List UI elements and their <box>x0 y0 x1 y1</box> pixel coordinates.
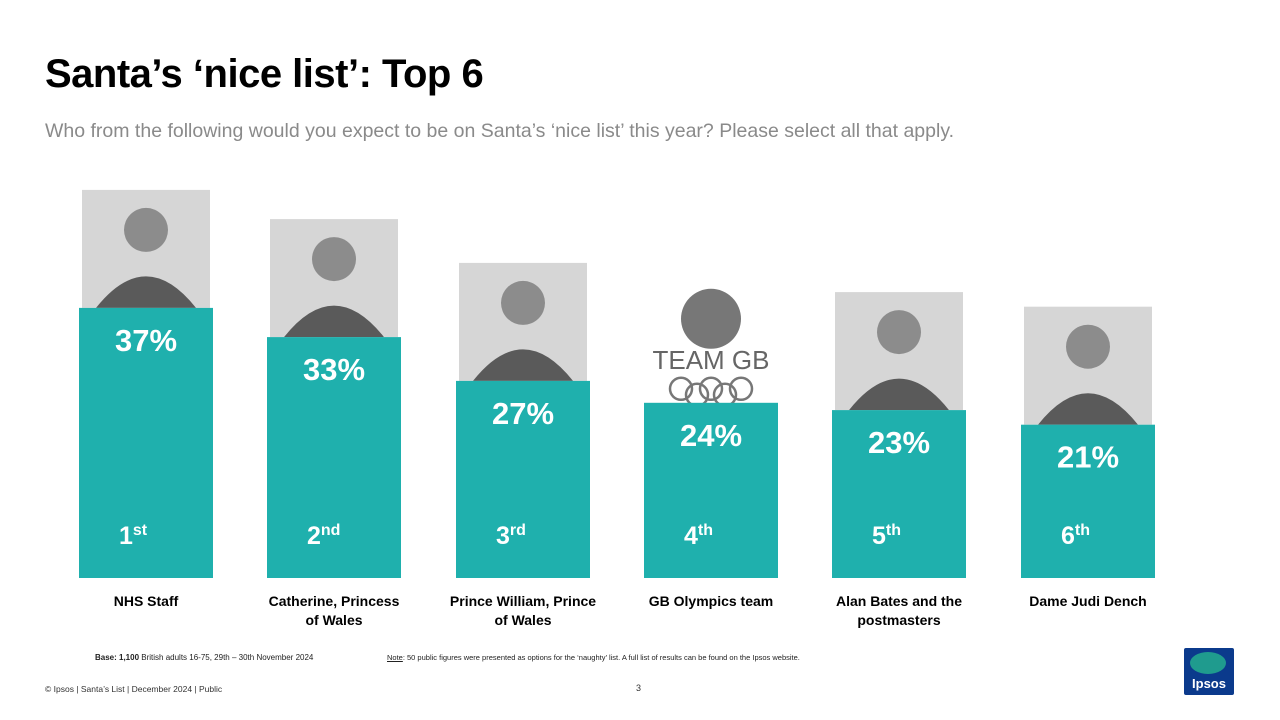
category-label: GB Olympics team <box>649 593 774 609</box>
category-label: NHS Staff <box>114 593 179 609</box>
rank-suffix: th <box>886 522 901 539</box>
bar <box>644 402 778 578</box>
person-head-icon <box>312 237 356 282</box>
footer-copyright: © Ipsos | Santa’s List | December 2024 |… <box>45 684 223 694</box>
rank-number: 2 <box>307 522 321 550</box>
footer-note: Note: 50 public figures were presented a… <box>387 653 800 662</box>
bar <box>79 307 213 578</box>
rank-suffix: th <box>1075 522 1090 539</box>
rank-label: 4th <box>684 522 713 550</box>
bar <box>456 380 590 578</box>
person-head-icon <box>1066 324 1110 369</box>
logo-swoosh-icon <box>1190 652 1226 674</box>
rank-number: 1 <box>119 522 133 550</box>
rank-label: 1st <box>119 522 148 550</box>
data-label: 37% <box>115 323 177 358</box>
person-body-icon <box>849 378 949 411</box>
bar <box>832 410 966 578</box>
olympic-ring-icon <box>728 376 754 402</box>
person-body-icon <box>1038 393 1138 425</box>
category-label: Dame Judi Dench <box>1029 593 1146 609</box>
rank-label: 2nd <box>307 522 340 550</box>
rank-label: 6th <box>1061 522 1090 550</box>
category-label: of Wales <box>494 612 551 628</box>
olympic-ring-icon <box>668 376 694 402</box>
data-label: 33% <box>303 352 365 387</box>
page-subtitle: Who from the following would you expect … <box>45 120 955 142</box>
person-body-icon <box>473 349 573 381</box>
person-body-icon <box>96 276 196 308</box>
team-gb-label: TEAM GB <box>652 345 769 375</box>
base-text: British adults 16-75, 29th – 30th Novemb… <box>139 653 314 662</box>
note-text: : 50 public figures were presented as op… <box>402 653 800 662</box>
rank-number: 3 <box>496 522 510 550</box>
category-label: postmasters <box>857 612 940 628</box>
page-title: Santa’s ‘nice list’: Top 6 <box>45 52 484 96</box>
rank-suffix: rd <box>510 522 526 539</box>
data-label: 23% <box>868 425 930 460</box>
data-label: 27% <box>492 396 554 431</box>
person-head-icon <box>501 280 545 325</box>
rank-number: 4 <box>684 522 698 550</box>
person-body-icon <box>284 305 384 338</box>
lion-icon <box>681 288 741 349</box>
category-label: of Wales <box>305 612 362 628</box>
rank-suffix: nd <box>321 522 341 539</box>
category-label: Catherine, Princess <box>269 593 400 609</box>
category-label: Prince William, Prince <box>450 593 596 609</box>
page-number: 3 <box>636 683 642 693</box>
person-head-icon <box>124 207 168 252</box>
rank-number: 6 <box>1061 522 1075 550</box>
category-label: Alan Bates and the <box>836 593 962 609</box>
note-label: Note <box>387 653 403 662</box>
footer-base: Base: 1,100 British adults 16-75, 29th –… <box>95 653 313 662</box>
rank-label: 3rd <box>496 522 526 550</box>
bar <box>267 337 401 578</box>
base-bold: Base: 1,100 <box>95 653 140 662</box>
logo-text: Ipsos <box>1192 676 1226 691</box>
rank-suffix: th <box>698 522 713 539</box>
person-head-icon <box>877 310 921 355</box>
olympic-ring-icon <box>698 376 724 402</box>
data-label: 21% <box>1057 440 1119 475</box>
ipsos-logo: Ipsos <box>1184 648 1234 695</box>
rank-suffix: st <box>133 522 148 539</box>
rank-number: 5 <box>872 522 886 550</box>
rank-label: 5th <box>872 522 901 550</box>
bar <box>1021 424 1155 578</box>
data-label: 24% <box>680 418 742 453</box>
